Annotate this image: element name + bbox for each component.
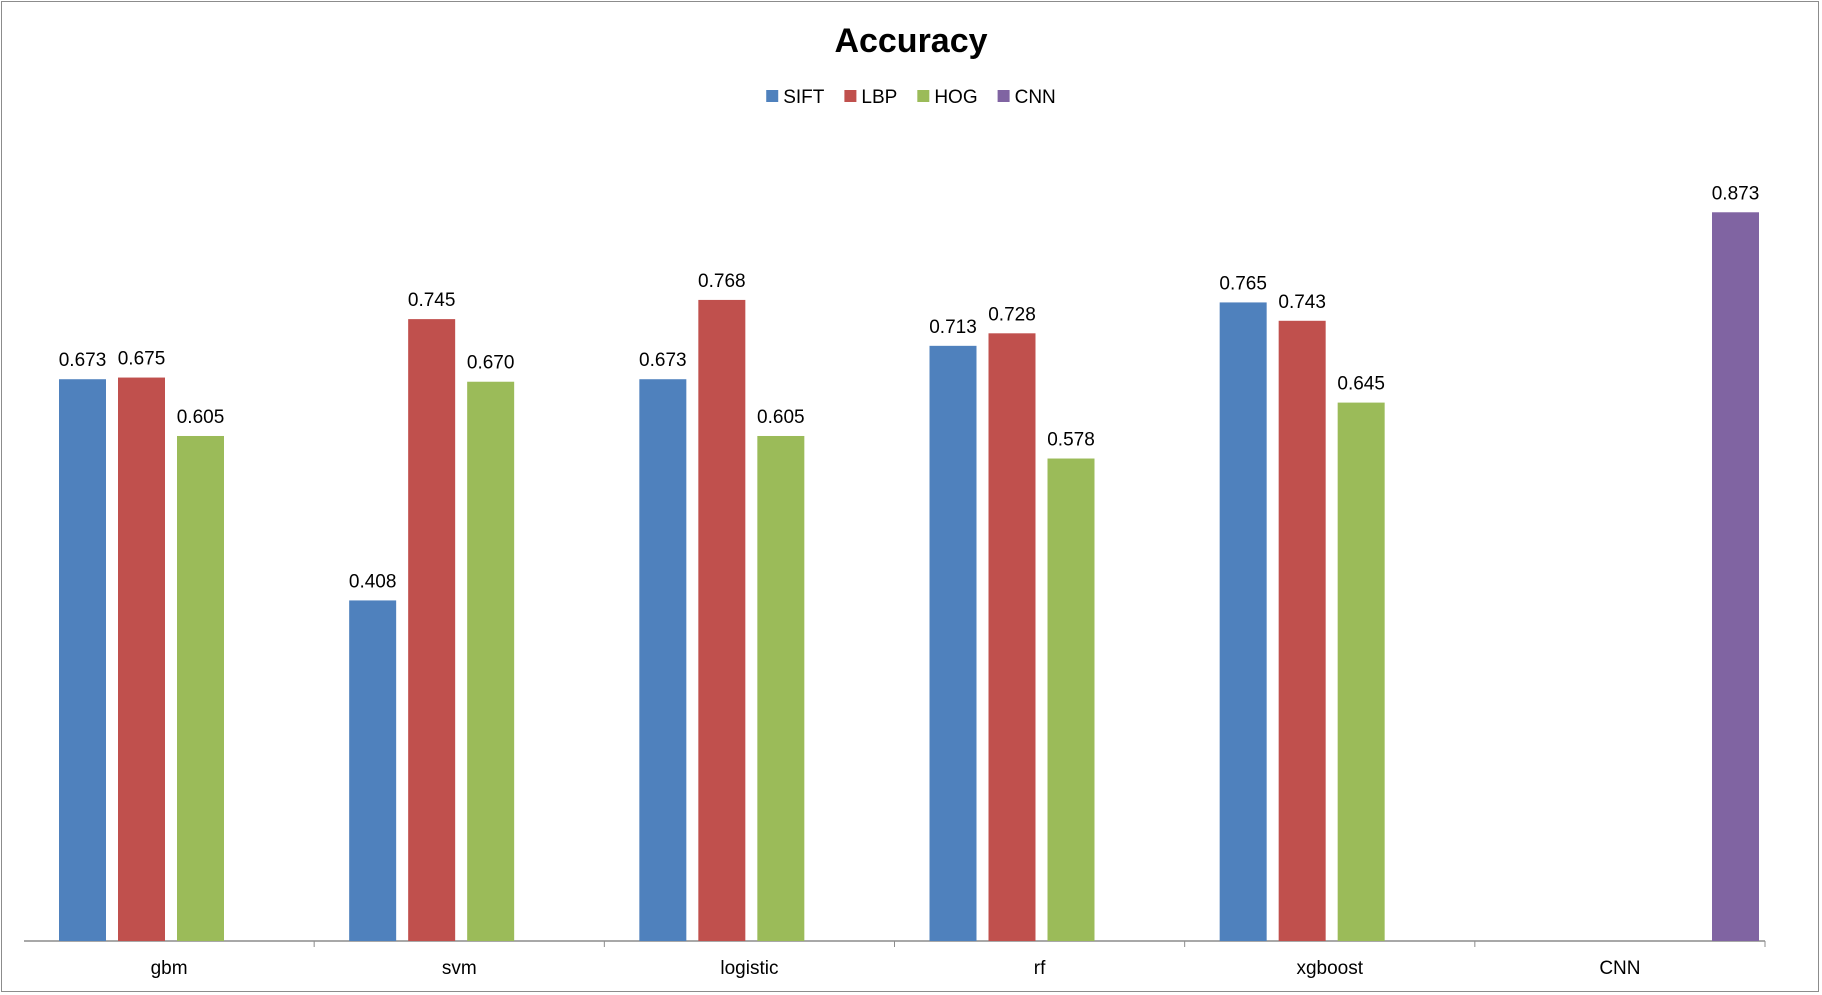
- data-label-logistic-lbp: 0.768: [698, 271, 746, 292]
- bar-xgboost-hog: [1337, 402, 1385, 941]
- bar-xgboost-lbp: [1278, 320, 1326, 941]
- data-label-svm-hog: 0.670: [467, 353, 515, 374]
- chart-title: Accuracy: [834, 22, 987, 60]
- x-tick-label-xgboost: xgboost: [1296, 958, 1363, 979]
- bar-svm-hog: [467, 381, 515, 941]
- data-label-rf-sift: 0.713: [929, 317, 977, 338]
- data-label-xgboost-hog: 0.645: [1337, 374, 1385, 395]
- bar-cnn-cnn: [1712, 212, 1759, 942]
- plot-area: gbm 0.673 0.675 0.605 svm 0.408 0.745 0.670 logi…: [24, 183, 1766, 979]
- bar-logistic-lbp: [698, 299, 746, 941]
- legend-label-hog: HOG: [934, 87, 977, 108]
- bar-svm-lbp: [408, 319, 456, 941]
- legend-item-hog: HOG: [917, 87, 978, 108]
- legend-item-sift: SIFT: [766, 87, 825, 108]
- data-label-xgboost-sift: 0.765: [1219, 273, 1267, 294]
- bar-gbm-hog: [177, 435, 224, 941]
- legend-label-lbp: LBP: [861, 87, 897, 108]
- data-label-logistic-hog: 0.605: [757, 407, 805, 428]
- data-label-svm-sift: 0.408: [349, 571, 397, 592]
- data-label-gbm-sift: 0.673: [59, 350, 107, 371]
- data-label-gbm-hog: 0.605: [177, 407, 225, 428]
- data-label-cnn-cnn: 0.873: [1712, 183, 1760, 204]
- x-tick-label-cnn: CNN: [1599, 958, 1640, 979]
- bar-rf-hog: [1047, 458, 1095, 941]
- data-label-xgboost-lbp: 0.743: [1278, 292, 1326, 313]
- data-label-svm-lbp: 0.745: [408, 290, 456, 311]
- data-label-rf-hog: 0.578: [1047, 430, 1095, 451]
- x-tick-label-rf: rf: [1034, 958, 1046, 979]
- legend-swatch-sift: [766, 90, 779, 102]
- bar-logistic-hog: [757, 435, 805, 941]
- bar-svm-sift: [349, 600, 397, 941]
- bar-gbm-lbp: [118, 377, 165, 942]
- x-tick-label-gbm: gbm: [151, 958, 188, 979]
- legend-item-lbp: LBP: [844, 87, 897, 108]
- legend-swatch-lbp: [844, 90, 857, 102]
- legend-label-cnn: CNN: [1015, 87, 1056, 108]
- bar-logistic-sift: [639, 379, 687, 941]
- data-label-logistic-sift: 0.673: [639, 350, 687, 371]
- legend-swatch-cnn: [997, 90, 1010, 102]
- legend-label-sift: SIFT: [783, 87, 825, 108]
- legend-item-cnn: CNN: [997, 87, 1056, 108]
- x-tick-label-svm: svm: [442, 958, 477, 979]
- data-label-rf-lbp: 0.728: [988, 304, 1036, 325]
- bar-gbm-sift: [59, 379, 106, 941]
- bar-rf-sift: [929, 345, 977, 941]
- bar-rf-lbp: [988, 333, 1036, 941]
- chart-legend: SIFT LBP HOG CNN: [766, 87, 1056, 108]
- legend-swatch-hog: [917, 90, 930, 102]
- data-label-gbm-lbp: 0.675: [118, 349, 166, 370]
- x-tick-label-logistic: logistic: [720, 958, 778, 979]
- bar-xgboost-sift: [1219, 302, 1267, 941]
